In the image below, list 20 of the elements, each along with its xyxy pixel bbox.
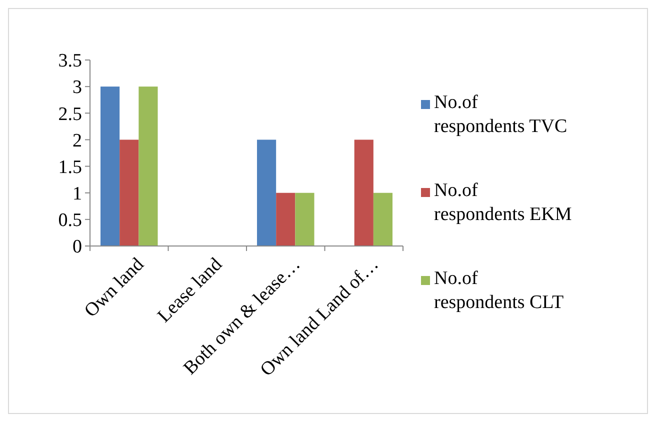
y-tick-label: 1.5 <box>58 156 82 178</box>
bar <box>138 86 158 246</box>
bar <box>276 192 296 246</box>
bar <box>120 140 139 246</box>
bar <box>295 192 314 246</box>
y-tick-label: 2.5 <box>58 104 82 125</box>
y-tick-label: 1 <box>72 184 82 205</box>
y-tick-label: 3.5 <box>58 50 82 72</box>
y-tick-label: 0.5 <box>58 210 82 232</box>
x-tick-label: Own land <box>80 254 148 322</box>
legend-label: No.of respondents TVC <box>434 92 568 137</box>
y-tick-label: 0 <box>72 236 82 258</box>
legend-label: No.of respondents CLT <box>434 268 564 313</box>
bar <box>354 140 374 246</box>
legend-label: No.of respondents EKM <box>434 180 572 225</box>
bar <box>100 86 120 246</box>
y-tick-label: 3 <box>72 77 82 98</box>
y-tick-label: 2 <box>72 130 82 152</box>
bar <box>373 192 393 246</box>
bar <box>256 140 276 246</box>
